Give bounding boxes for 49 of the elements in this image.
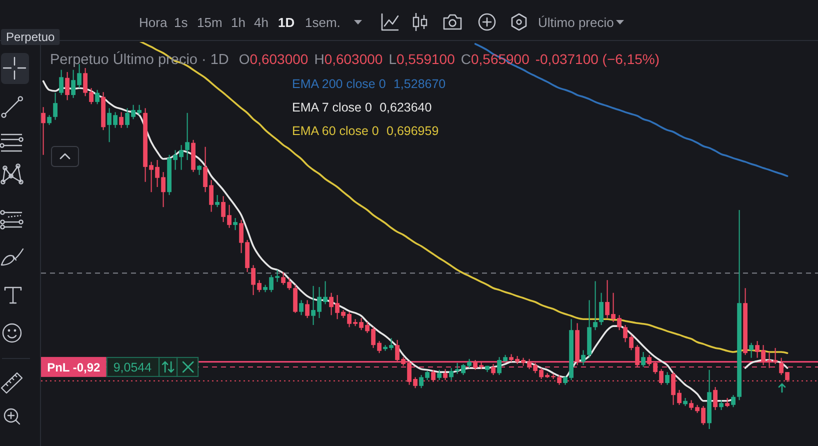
text: EMA 7 close 0	[292, 100, 372, 114]
candlestick	[725, 397, 730, 408]
ref-line-label: PnL -0,92	[47, 360, 101, 374]
candlestick	[305, 300, 310, 319]
candlestick	[581, 350, 586, 366]
annotation: L0,559100	[388, 51, 456, 67]
text: 15m	[197, 15, 222, 30]
text: 1sem.	[305, 15, 340, 30]
text: EMA 200 close 0	[292, 77, 386, 91]
candlestick	[53, 92, 58, 120]
annotation: H0,603000	[314, 51, 383, 67]
text: Último precio	[538, 15, 614, 30]
candlestick	[593, 280, 598, 331]
annotation: O0,603000	[238, 51, 308, 67]
candlestick	[197, 164, 202, 176]
candlestick	[443, 368, 448, 381]
candlestick	[749, 342, 754, 358]
annotation: -0,037100 (−6,15%)	[535, 51, 660, 67]
candlestick	[599, 292, 604, 326]
candlestick	[437, 369, 442, 381]
candlestick	[491, 364, 496, 376]
candlestick	[731, 394, 736, 408]
candlestick	[449, 368, 454, 381]
candlestick	[119, 112, 124, 128]
annotation: 1,528670	[393, 77, 446, 91]
candlestick	[215, 194, 220, 208]
candlestick	[233, 218, 238, 231]
text: 4h	[254, 15, 268, 30]
text: 1h	[231, 15, 246, 30]
candlestick	[65, 72, 70, 101]
candlestick	[719, 400, 724, 411]
candlestick	[41, 106, 46, 156]
candlestick	[665, 372, 670, 386]
series-label: EMA 60 close 0	[292, 124, 379, 138]
candlestick	[641, 351, 646, 368]
candlestick	[293, 284, 298, 314]
candlestick	[59, 69, 64, 96]
text: Hora	[139, 15, 168, 30]
candlestick	[713, 386, 718, 411]
annotation: 9,0544	[113, 360, 152, 374]
text: 1s	[174, 15, 188, 30]
text: 1D	[278, 15, 295, 30]
annotation: 0,696959	[386, 124, 439, 138]
annotation: 0,623640	[380, 100, 432, 114]
candlestick	[299, 300, 304, 316]
candlestick	[185, 112, 190, 160]
text: Perpetuo	[6, 30, 56, 44]
candlestick	[47, 114, 52, 126]
candlestick	[95, 89, 100, 105]
